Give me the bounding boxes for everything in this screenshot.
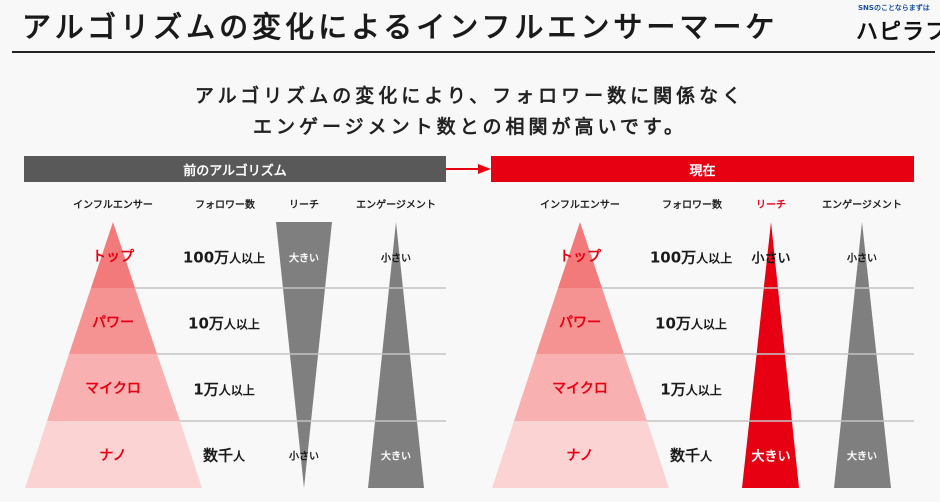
reach-top-label: 小さい bbox=[751, 251, 791, 267]
engagement-top-label: 小さい bbox=[847, 253, 877, 265]
reach-bottom-label: 小さい bbox=[289, 451, 319, 463]
column-header-engagement: エンゲージメント bbox=[356, 200, 436, 211]
summary-line-1: アルゴリズムの変化により、フォロワー数に関係なく bbox=[194, 85, 746, 107]
followers-top: 100万人以上 bbox=[182, 248, 266, 267]
followers-top: 100万人以上 bbox=[649, 248, 733, 267]
followers-micro: 1万人以上 bbox=[660, 380, 722, 399]
engagement-top-label: 小さい bbox=[381, 253, 411, 265]
engagement-bottom-label: 大きい bbox=[381, 451, 411, 463]
tier-label-nano: ナノ bbox=[566, 448, 594, 464]
logo: ハピラフ bbox=[856, 20, 940, 45]
reach-bottom-label: 大きい bbox=[751, 449, 791, 465]
followers-micro: 1万人以上 bbox=[193, 380, 255, 399]
summary-line-2: エンゲージメント数との相関が高いです。 bbox=[253, 116, 687, 138]
arrow-right-icon bbox=[446, 164, 491, 174]
column-header-engagement: エンゲージメント bbox=[822, 200, 902, 211]
column-header-followers: フォロワー数 bbox=[662, 200, 722, 211]
panel-header-previous: 前のアルゴリズム bbox=[24, 156, 446, 182]
row-dividers bbox=[135, 287, 914, 422]
tier-label-micro: マイクロ bbox=[552, 381, 608, 397]
tier-label-power: パワー bbox=[559, 315, 601, 331]
column-header-reach-highlighted: リーチ bbox=[756, 200, 786, 211]
column-header-influencer: インフルエンサー bbox=[73, 200, 153, 211]
panel-header-current: 現在 bbox=[491, 156, 914, 182]
tier-label-power: パワー bbox=[92, 315, 134, 331]
pyramid-current bbox=[492, 222, 669, 488]
column-header-influencer: インフルエンサー bbox=[540, 200, 620, 211]
followers-nano: 数千人 bbox=[669, 446, 713, 465]
followers-power: 10万人以上 bbox=[655, 314, 727, 333]
tier-label-nano: ナノ bbox=[99, 448, 127, 464]
page-title: アルゴリズムの変化によるインフルエンサーマーケ bbox=[22, 10, 779, 44]
tier-label-micro: マイクロ bbox=[85, 381, 141, 397]
tier-label-top: トップ bbox=[559, 249, 601, 265]
column-header-followers: フォロワー数 bbox=[195, 200, 255, 211]
followers-nano: 数千人 bbox=[202, 446, 246, 465]
pyramid-previous bbox=[25, 222, 202, 488]
title-divider bbox=[12, 51, 935, 53]
reach-top-label: 大きい bbox=[289, 253, 319, 265]
engagement-bottom-label: 大きい bbox=[847, 451, 877, 463]
followers-power: 10万人以上 bbox=[188, 314, 260, 333]
logo-tagline: SNSのことならまずは bbox=[858, 4, 930, 12]
tier-label-top: トップ bbox=[92, 249, 134, 265]
column-header-reach: リーチ bbox=[289, 200, 319, 211]
